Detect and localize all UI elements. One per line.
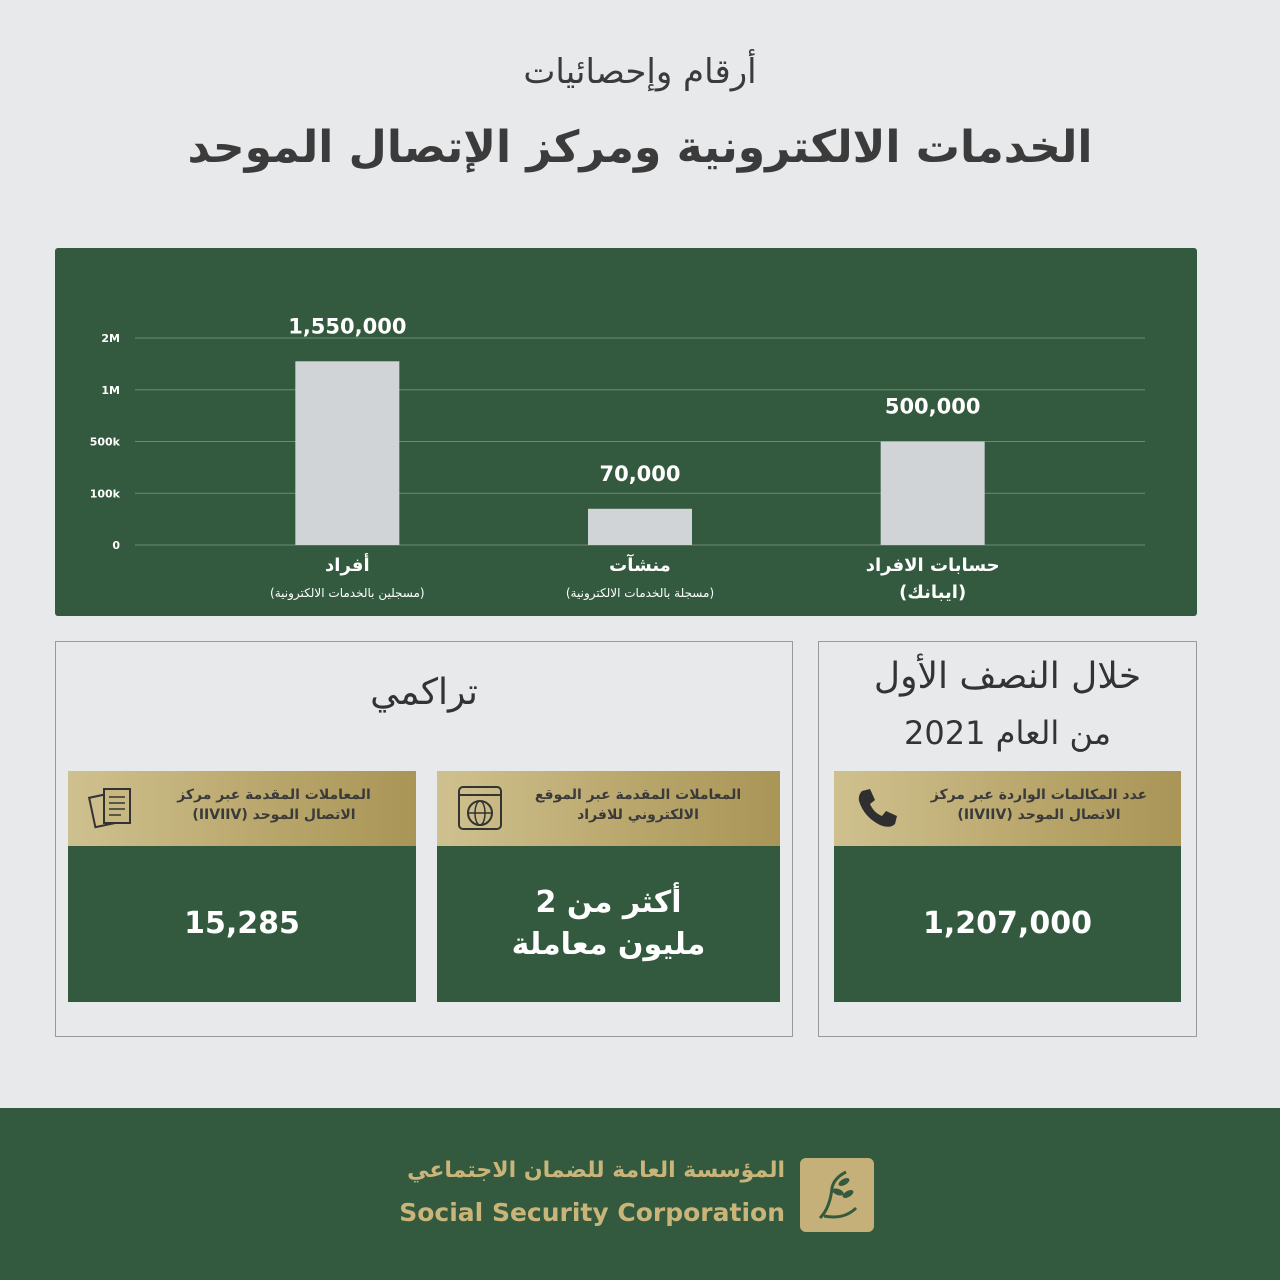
- y-tick-label: 100k: [90, 487, 121, 500]
- value-label: 70,000: [599, 462, 680, 486]
- card-header: عدد المكالمات الواردة عبر مركز الاتصال ا…: [834, 771, 1181, 846]
- card-header: المعاملات المقدمة عبر مركز الاتصال الموح…: [68, 771, 416, 846]
- x-tick-label: أفراد: [325, 553, 370, 576]
- panel-title: من العام 2021: [904, 714, 1111, 752]
- bar: [588, 508, 692, 545]
- subtitle: أرقام وإحصائيات: [523, 52, 757, 92]
- bar: [295, 361, 400, 545]
- chart: 0 100k 500k 1M 2M 1,550,000 أفراد (مسجلين بالخد…: [55, 248, 1197, 616]
- y-tick-label: 1M: [101, 384, 120, 397]
- footer: المؤسسة العامة للضمان الاجتماعي Social S…: [0, 1108, 1280, 1280]
- x-tick-label: منشآت: [609, 553, 671, 576]
- half-year-panel: خلال النصف الأول من العام 2021 عدد المكا…: [818, 641, 1197, 1037]
- card-label: عدد المكالمات الواردة عبر مركز الاتصال ا…: [930, 787, 1148, 823]
- cumulative-panel: تراكمي المعاملات المقدمة عبر الموقع الال…: [55, 641, 793, 1037]
- card-label: المعاملات المقدمة عبر مركز الاتصال الموح…: [177, 787, 371, 823]
- title: الخدمات الالكترونية ومركز الإتصال الموحد: [187, 122, 1093, 173]
- card-value: 1,207,000: [834, 846, 1181, 1002]
- y-tick-label: 500k: [90, 436, 121, 449]
- card: المعاملات المقدمة عبر الموقع الالكتروني …: [437, 771, 780, 1002]
- panel-title: تراكمي: [370, 672, 478, 713]
- card-header: المعاملات المقدمة عبر الموقع الالكتروني …: [437, 771, 780, 846]
- logo: [800, 1158, 874, 1232]
- category-note: (ايبانك): [899, 582, 966, 603]
- x-tick-label: حسابات الافراد: [866, 555, 1000, 576]
- value-label: 1,550,000: [288, 314, 406, 338]
- value-label: 500,000: [885, 395, 981, 419]
- card-value: 15,285: [68, 846, 416, 1002]
- card: المعاملات المقدمة عبر مركز الاتصال الموح…: [68, 771, 416, 1002]
- globe-icon: [458, 786, 502, 830]
- card: عدد المكالمات الواردة عبر مركز الاتصال ا…: [834, 771, 1181, 1002]
- footer-name-en: Social Security Corporation: [399, 1198, 785, 1227]
- category-note: (مسجلة بالخدمات الالكترونية): [566, 586, 714, 601]
- documents-icon: [88, 788, 131, 829]
- category-note: (مسجلين بالخدمات الالكترونية): [270, 586, 425, 601]
- y-tick-label: 0: [112, 539, 120, 552]
- panel-title: خلال النصف الأول: [873, 656, 1142, 697]
- y-tick-label: 2M: [101, 332, 120, 345]
- card-value: أكثر من 2 مليون معاملة: [437, 846, 780, 1002]
- footer-name-ar: المؤسسة العامة للضمان الاجتماعي: [407, 1158, 785, 1183]
- bar: [880, 441, 985, 545]
- phone-icon: [858, 789, 897, 827]
- card-label: المعاملات المقدمة عبر الموقع الالكتروني …: [534, 787, 742, 823]
